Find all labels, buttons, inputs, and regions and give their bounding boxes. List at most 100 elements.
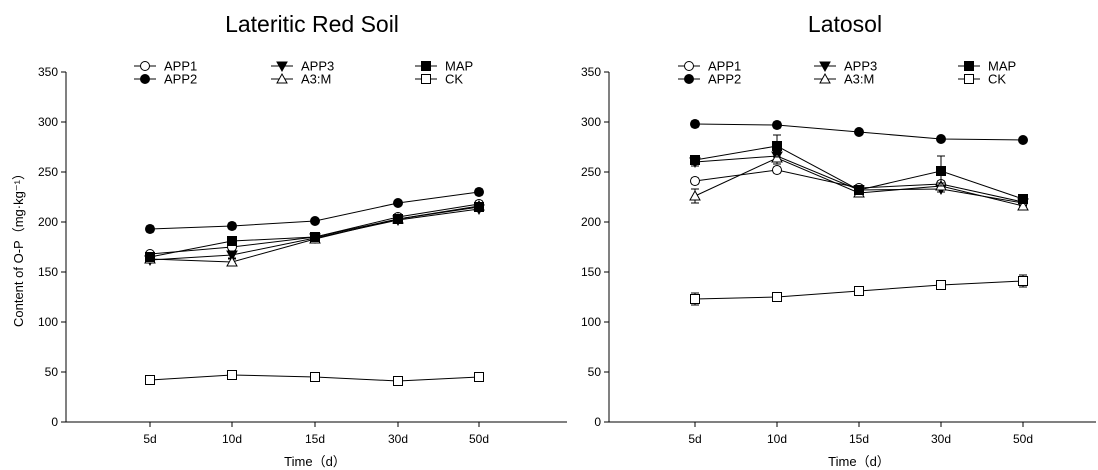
data-point	[936, 166, 946, 176]
legend-label: APP2	[164, 72, 197, 87]
legend-marker	[684, 74, 694, 84]
plot-area: 0 50 100 150 200 250 300 350 5d 10d 15d 30d 50d	[581, 65, 1096, 446]
x-axis-label: Time（d）	[284, 454, 346, 469]
series-ck	[145, 370, 484, 386]
x-tick-label: 50d	[469, 432, 489, 446]
series-app3	[689, 150, 1029, 210]
y-tick-label: 150	[581, 265, 601, 279]
data-point	[689, 189, 701, 201]
legend-marker	[421, 61, 431, 71]
y-tick-label: 350	[581, 65, 601, 79]
y-tick-label: 0	[594, 415, 601, 429]
data-point	[1017, 199, 1029, 211]
data-point	[310, 372, 320, 382]
data-point	[145, 224, 155, 234]
series-ck	[690, 274, 1028, 306]
data-point	[1018, 135, 1028, 145]
data-point	[690, 119, 700, 129]
x-tick-label: 5d	[143, 432, 156, 446]
legend-label: CK	[445, 72, 463, 87]
y-tick-label: 100	[581, 315, 601, 329]
y-tick-label: 50	[45, 365, 59, 379]
panel-title: Lateritic Red Soil	[225, 11, 399, 37]
series-app2	[690, 119, 1028, 145]
y-tick-label: 250	[581, 165, 601, 179]
series-app1	[145, 199, 484, 259]
x-axis-label: Time（d）	[828, 454, 890, 469]
legend-marker	[964, 61, 974, 71]
legend-label: MAP	[445, 59, 473, 74]
legend-marker	[964, 74, 974, 84]
legend-label: APP3	[301, 59, 334, 74]
plot-area: 0 50 100 150 200 250 300 350 5d 10d 15d 30d 50d	[38, 65, 567, 446]
data-point	[145, 252, 155, 262]
legend-label: CK	[988, 72, 1006, 87]
data-point	[227, 370, 237, 380]
data-point	[690, 294, 700, 304]
data-point	[474, 202, 484, 212]
legend: APP1 APP3 MAP APP2 A3:M CK	[678, 59, 1016, 87]
panel-lateritic-red-soil: Lateritic Red Soil Content of O-P（mg·kg⁻…	[11, 11, 567, 469]
legend-item: APP2	[134, 72, 197, 87]
x-tick-label: 30d	[388, 432, 408, 446]
data-point	[1018, 276, 1028, 286]
data-point	[227, 221, 237, 231]
legend-label: MAP	[988, 59, 1016, 74]
series-app2	[145, 187, 484, 234]
data-point	[393, 214, 403, 224]
y-tick-label: 150	[38, 265, 58, 279]
legend-marker	[421, 74, 431, 84]
y-tick-label: 300	[38, 115, 58, 129]
data-point	[145, 375, 155, 385]
legend-item: APP2	[678, 72, 741, 87]
x-tick-label: 10d	[222, 432, 242, 446]
y-tick-label: 0	[51, 415, 58, 429]
legend-label: APP1	[164, 59, 197, 74]
panel-title: Latosol	[808, 11, 882, 37]
legend-item: APP3	[814, 59, 877, 74]
legend-marker	[819, 61, 831, 73]
legend-item: CK	[415, 72, 463, 87]
data-point	[310, 216, 320, 226]
legend-item: APP3	[271, 59, 334, 74]
data-point	[690, 176, 700, 186]
x-tick-label: 15d	[849, 432, 869, 446]
data-point	[854, 185, 864, 195]
legend-item: APP1	[134, 59, 197, 74]
legend-marker	[276, 61, 288, 73]
series-map	[690, 134, 1028, 204]
legend-item: CK	[958, 72, 1006, 87]
data-point	[936, 280, 946, 290]
data-point	[690, 155, 700, 165]
legend-marker	[140, 61, 150, 71]
data-point	[772, 120, 782, 130]
legend: APP1 APP3 MAP APP2 A3:M CK	[134, 59, 473, 87]
legend-marker	[819, 72, 831, 84]
y-tick-label: 350	[38, 65, 58, 79]
data-point	[227, 236, 237, 246]
legend-item: MAP	[415, 59, 473, 74]
series-line	[149, 203, 480, 255]
legend-label: APP2	[708, 72, 741, 87]
data-point	[474, 187, 484, 197]
legend-marker	[276, 72, 288, 84]
data-point	[772, 292, 782, 302]
x-tick-label: 5d	[688, 432, 701, 446]
y-tick-label: 250	[38, 165, 58, 179]
legend-marker	[140, 74, 150, 84]
data-point	[393, 198, 403, 208]
x-tick-label: 50d	[1013, 432, 1033, 446]
legend-label: A3:M	[301, 72, 331, 87]
x-tick-label: 15d	[305, 432, 325, 446]
data-point	[772, 165, 782, 175]
y-tick-label: 300	[581, 115, 601, 129]
series-a3-m	[689, 151, 1029, 211]
data-point	[393, 376, 403, 386]
data-point	[854, 127, 864, 137]
legend-item: APP1	[678, 59, 741, 74]
data-point	[474, 372, 484, 382]
data-point	[772, 141, 782, 151]
y-axis-label: Content of O-P（mg·kg⁻¹）	[11, 167, 26, 327]
y-tick-label: 200	[38, 215, 58, 229]
legend-label: A3:M	[844, 72, 874, 87]
